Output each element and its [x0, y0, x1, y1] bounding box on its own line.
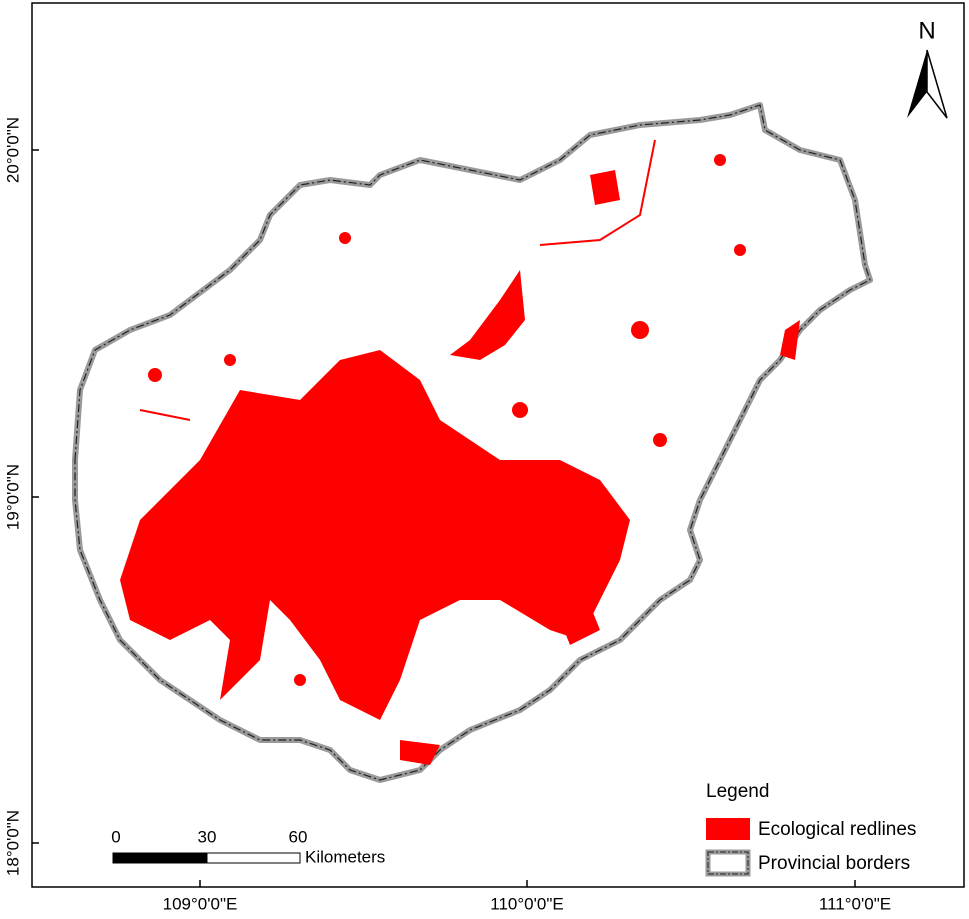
redline-area — [400, 740, 440, 765]
legend: Legend Ecological redlines Provincial bo… — [705, 781, 916, 877]
legend-swatch — [706, 818, 750, 840]
scale-segment — [112, 852, 208, 864]
longitude-label: 109°0'0"E — [163, 894, 238, 913]
island-border-line — [74, 104, 871, 781]
scale-label: 60 — [289, 827, 308, 846]
scale-bar: 0 30 60 Kilometers — [111, 827, 385, 866]
redline-area — [294, 674, 306, 686]
ecological-redlines — [120, 139, 800, 765]
redline-area — [512, 402, 528, 418]
north-label: N — [918, 17, 935, 44]
redline-area — [780, 320, 800, 360]
redline-river — [539, 139, 656, 246]
redline-river — [139, 409, 191, 421]
latitude-label: 20°0'0"N — [3, 117, 22, 183]
longitude-label: 110°0'0"E — [490, 894, 563, 913]
north-arrow: N — [907, 17, 948, 119]
legend-label: Provincial borders — [758, 853, 910, 874]
north-arrow-left — [907, 50, 927, 118]
scale-label: 30 — [198, 827, 217, 846]
latitude-label: 18°0'0"N — [3, 810, 22, 876]
redline-area — [631, 321, 649, 339]
graticule-ticks — [32, 149, 856, 887]
redline-area — [224, 354, 236, 366]
legend-swatch — [705, 849, 751, 877]
redline-area — [590, 170, 620, 205]
redline-area — [120, 350, 630, 720]
scale-label: 0 — [111, 827, 120, 846]
scale-segment — [206, 852, 301, 864]
latitude-label: 19°0'0"N — [3, 464, 22, 530]
legend-label: Ecological redlines — [758, 819, 916, 840]
redline-area — [148, 368, 162, 382]
longitude-label: 111°0'0"E — [819, 894, 891, 913]
redline-area — [339, 232, 351, 244]
redline-area — [653, 433, 667, 447]
redline-area — [450, 270, 525, 360]
scale-unit: Kilometers — [305, 847, 385, 866]
redline-area — [714, 154, 726, 166]
redline-area — [734, 244, 746, 256]
legend-swatch-line — [707, 851, 749, 875]
north-arrow-right — [926, 49, 948, 119]
legend-title: Legend — [706, 781, 769, 802]
redline-area — [560, 605, 600, 645]
